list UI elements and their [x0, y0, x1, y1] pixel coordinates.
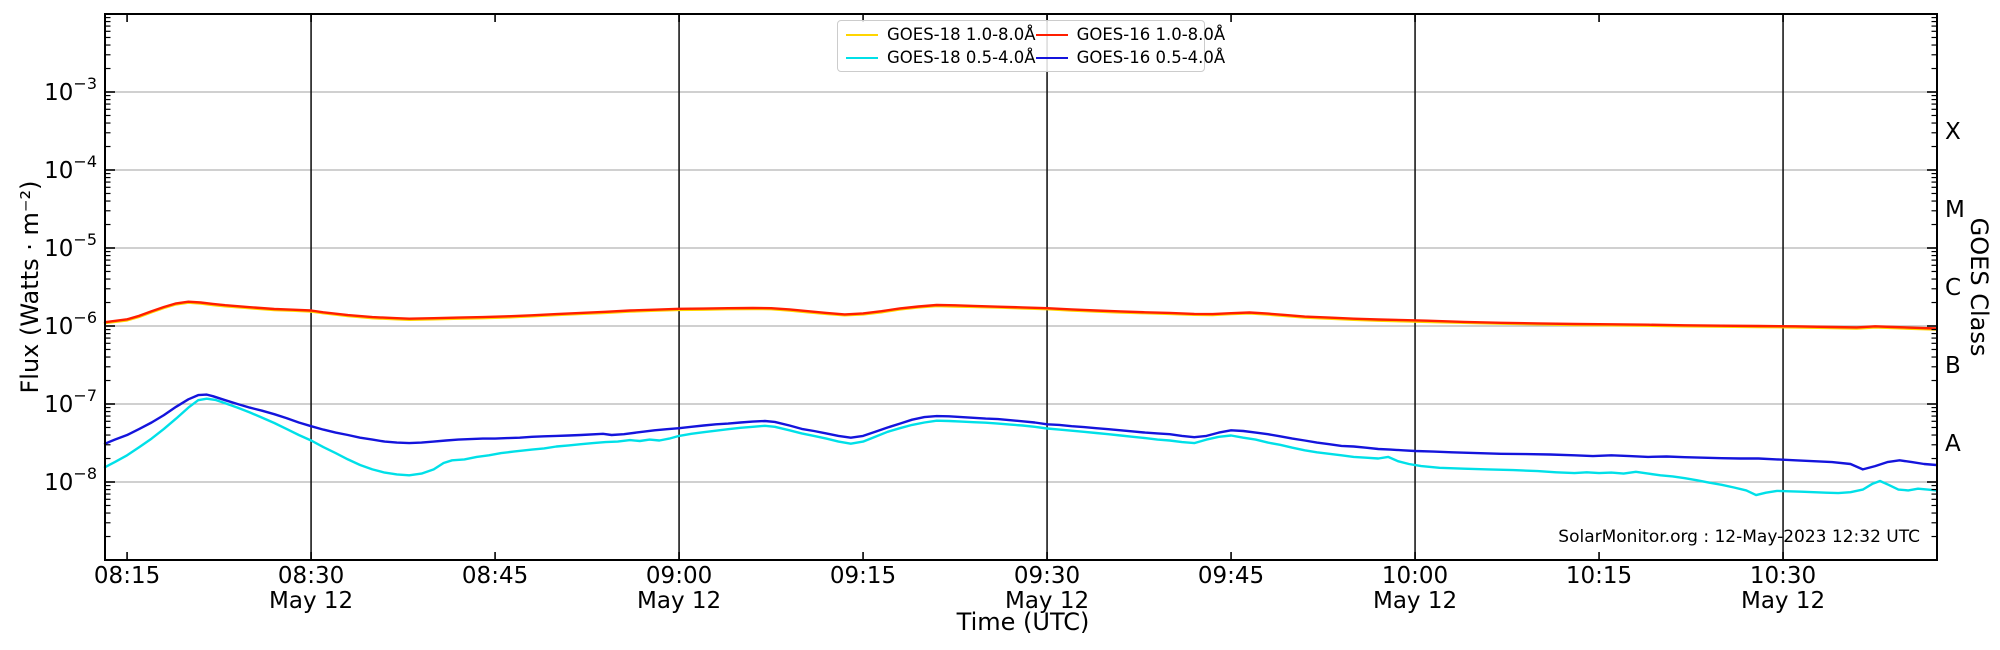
y-tick-label-1e-5: 10−5: [44, 230, 97, 262]
x-tick-label-10:00: 10:00: [1382, 563, 1448, 589]
legend: GOES-18 1.0-8.0Å GOES-18 0.5-4.0Å GOES-1…: [837, 20, 1225, 72]
goes-class-C: C: [1945, 275, 1961, 301]
x-date-label-09:00: May 12: [637, 588, 721, 614]
goes-class-letters: X M C B A: [1945, 119, 1965, 457]
legend-item-goes18-long: GOES-18 1.0-8.0Å: [846, 25, 1036, 44]
legend-item-goes16-long: GOES-16 1.0-8.0Å: [1035, 25, 1226, 44]
x-tick-label-09:30: 09:30: [1014, 563, 1080, 589]
flux-series: [103, 300, 1938, 497]
legend-label: GOES-16 0.5-4.0Å: [1076, 48, 1226, 67]
goes-class-M: M: [1945, 197, 1965, 223]
goes-class-axis-label: GOES Class: [1965, 217, 1993, 357]
y-tick-labels: 10−3 10−4 10−5 10−6 10−7 10−8: [44, 74, 97, 496]
y-tick-label-1e-7: 10−7: [44, 386, 97, 418]
y-tick-label-1e-6: 10−6: [44, 308, 97, 340]
plot-frame: [104, 13, 1938, 561]
goes18-short-swatch: [846, 56, 878, 59]
goes-class-X: X: [1945, 119, 1961, 145]
series-goes-16-1-0-8-0-: [103, 300, 1938, 330]
date-gridlines: [310, 14, 1784, 560]
x-tick-label-10:15: 10:15: [1566, 563, 1632, 589]
source-timestamp-annotation: SolarMonitor.org : 12-May-2023 12:32 UTC: [1558, 527, 1920, 547]
x-tick-label-08:15: 08:15: [94, 563, 160, 589]
x-axis-label: Time (UTC): [956, 608, 1090, 636]
x-tick-label-09:00: 09:00: [646, 563, 712, 589]
legend-label: GOES-16 1.0-8.0Å: [1076, 25, 1226, 44]
y-tick-label-1e-4: 10−4: [44, 152, 97, 184]
axis-ticks: [105, 14, 1937, 560]
goes-class-A: A: [1945, 431, 1961, 457]
x-date-label-09:30: May 12: [1005, 588, 1089, 614]
x-date-label-10:00: May 12: [1373, 588, 1457, 614]
x-tick-label-08:30: 08:30: [278, 563, 344, 589]
series-goes-18-0-5-4-0-: [103, 397, 1938, 497]
goes16-short-swatch: [1035, 56, 1068, 59]
legend-item-goes18-short: GOES-18 0.5-4.0Å: [846, 48, 1036, 67]
legend-label: GOES-18 0.5-4.0Å: [887, 48, 1036, 67]
goes16-long-swatch: [1035, 33, 1068, 36]
legend-item-goes16-short: GOES-16 0.5-4.0Å: [1035, 48, 1226, 67]
x-date-label-08:30: May 12: [269, 588, 353, 614]
x-tick-label-10:30: 10:30: [1750, 563, 1816, 589]
y-tick-label-1e-8: 10−8: [44, 464, 97, 496]
x-tick-label-09:45: 09:45: [1198, 563, 1264, 589]
y-tick-label-1e-3: 10−3: [44, 74, 97, 106]
decade-gridlines: [105, 91, 1937, 483]
x-tick-label-08:45: 08:45: [462, 563, 528, 589]
legend-label: GOES-18 1.0-8.0Å: [887, 25, 1036, 44]
goes18-long-swatch: [846, 33, 878, 36]
goes-class-B: B: [1945, 353, 1961, 379]
series-goes-16-0-5-4-0-: [103, 393, 1938, 471]
x-date-label-10:30: May 12: [1741, 588, 1825, 614]
y-axis-label: Flux (Watts · m⁻²): [16, 180, 44, 394]
x-tick-label-09:15: 09:15: [830, 563, 896, 589]
